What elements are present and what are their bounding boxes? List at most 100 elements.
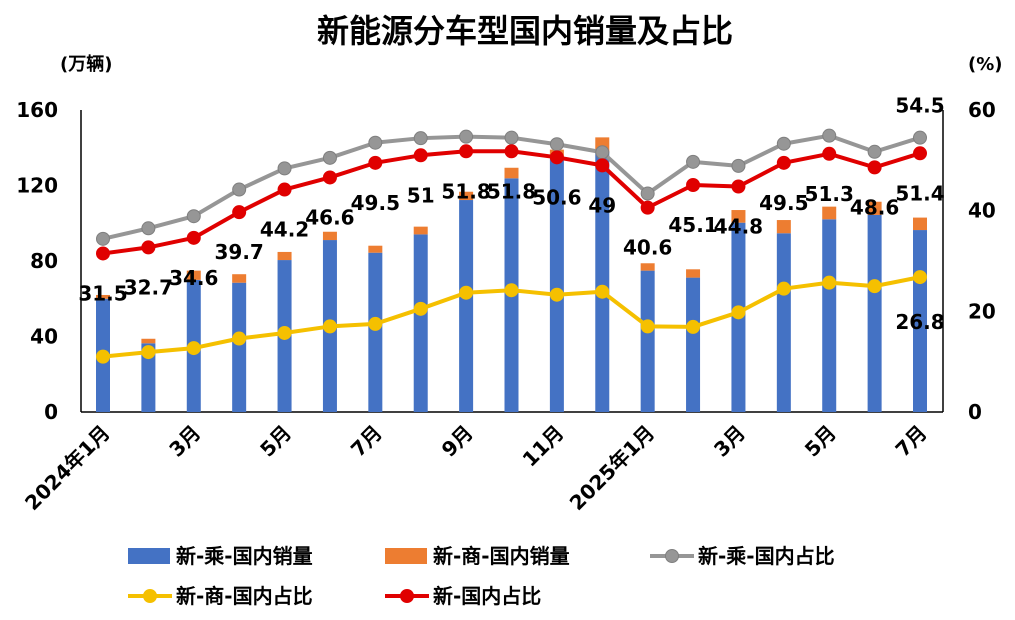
bar-commercial-sales (822, 206, 837, 220)
x-tick-label: 3月 (709, 421, 750, 462)
x-tick-label: 2025年1月 (565, 421, 659, 515)
bar-commercial-sales (504, 167, 519, 179)
total-share-data-label: 48.6 (850, 195, 899, 219)
right-tick-label: 0 (968, 400, 982, 424)
total-share-data-label: 44.2 (260, 218, 309, 242)
line-total-share-point (504, 144, 519, 159)
bar-commercial-sales (867, 201, 882, 215)
line-total-share-point (595, 158, 610, 173)
passenger-share-data-label: 54.5 (895, 94, 944, 118)
bar-commercial-sales (776, 220, 791, 234)
bar-passenger-sales (459, 200, 474, 412)
line-total-share-point (731, 179, 746, 194)
legend-marker (143, 589, 157, 603)
line-passenger-share-point (413, 131, 428, 146)
line-commercial-share-point (413, 301, 428, 316)
chart-title: 新能源分车型国内销量及占比 (317, 12, 733, 50)
bar-commercial-sales (277, 251, 292, 261)
total-share-data-label: 40.6 (623, 236, 672, 260)
line-commercial-share-point (549, 287, 564, 302)
bar-commercial-sales (186, 270, 201, 280)
total-share-data-label: 32.7 (124, 275, 173, 299)
line-total-share-point (640, 200, 655, 215)
line-total-share-point (549, 150, 564, 165)
total-share-data-label: 45.1 (668, 213, 717, 237)
legend-swatch (385, 548, 427, 564)
total-share-data-label: 39.7 (214, 240, 263, 264)
bar-passenger-sales (549, 157, 564, 412)
line-passenger-share-point (913, 130, 927, 145)
line-commercial-share-point (595, 284, 610, 299)
line-commercial-share-point (731, 305, 746, 320)
line-total-share-point (186, 230, 201, 245)
x-tick-label: 2024年1月 (20, 421, 114, 515)
total-share-data-label: 51.8 (441, 179, 490, 203)
line-total-share-point (277, 182, 292, 197)
right-tick-label: 20 (968, 299, 996, 323)
bar-commercial-sales (686, 269, 701, 278)
line-total-share-point (913, 146, 927, 161)
bar-passenger-sales (368, 252, 383, 412)
line-passenger-share-point (368, 135, 383, 150)
line-commercial-share-point (459, 285, 474, 300)
line-total-share-point (459, 144, 474, 159)
bar-passenger-sales (867, 214, 882, 412)
legend-label: 新-乘-国内占比 (698, 544, 835, 568)
total-share-data-label: 49.5 (759, 191, 808, 215)
bar-passenger-sales (413, 234, 428, 412)
total-share-data-label: 49.5 (351, 191, 400, 215)
line-passenger-share-point (322, 150, 337, 165)
line-commercial-share-point (232, 331, 247, 346)
x-tick-label: 5月 (255, 421, 296, 462)
legend-label: 新-商-国内销量 (433, 544, 570, 568)
bar-passenger-sales (640, 270, 655, 412)
line-total-share-point (322, 170, 337, 185)
line-passenger-share-point (96, 231, 110, 246)
legend-label: 新-商-国内占比 (176, 584, 313, 608)
line-total-share-point (413, 148, 428, 163)
right-tick-label: 60 (968, 98, 996, 122)
total-share-data-label: 51 (407, 183, 435, 207)
line-commercial-share-point (913, 270, 927, 285)
total-share-data-label: 31.5 (78, 281, 127, 305)
x-tick-label: 3月 (164, 421, 205, 462)
line-passenger-share-point (549, 137, 564, 152)
line-passenger-share-point (459, 129, 474, 144)
line-passenger-share-point (277, 161, 292, 176)
bar-passenger-sales (232, 282, 247, 412)
bar-commercial-sales (368, 245, 383, 253)
line-passenger-share-point (141, 221, 156, 236)
total-share-data-label: 51.3 (805, 182, 854, 206)
bar-passenger-sales (686, 277, 701, 412)
line-passenger-share-point (822, 128, 837, 143)
legend-marker (400, 589, 414, 603)
total-share-data-label: 34.6 (169, 266, 218, 290)
bar-commercial-sales (96, 294, 110, 299)
total-share-data-label: 51.4 (895, 181, 944, 205)
line-commercial-share-point (368, 316, 383, 331)
left-axis-unit: (万辆) (60, 53, 112, 75)
total-share-data-label: 50.6 (532, 185, 581, 209)
x-tick-label: 7月 (346, 421, 387, 462)
line-passenger-share-point (731, 158, 746, 173)
x-tick-label: 7月 (891, 421, 932, 462)
legend-swatch (128, 548, 170, 564)
legend-marker (665, 549, 679, 563)
legend-label: 新-乘-国内销量 (176, 544, 313, 568)
line-commercial-share-point (504, 283, 519, 298)
left-tick-label: 0 (44, 400, 58, 424)
left-tick-label: 160 (16, 98, 58, 122)
line-commercial-share-point (822, 275, 837, 290)
total-share-data-label: 46.6 (305, 205, 354, 229)
legend-label: 新-国内占比 (433, 584, 541, 608)
line-passenger-share-point (867, 144, 882, 159)
line-passenger-share-point (686, 154, 701, 169)
x-tick-label: 9月 (437, 421, 478, 462)
line-total-share-point (96, 246, 110, 261)
line-passenger-share-point (595, 145, 610, 160)
bar-commercial-sales (413, 226, 428, 235)
total-share-data-label: 49 (588, 193, 616, 217)
line-total-share-point (232, 205, 247, 220)
